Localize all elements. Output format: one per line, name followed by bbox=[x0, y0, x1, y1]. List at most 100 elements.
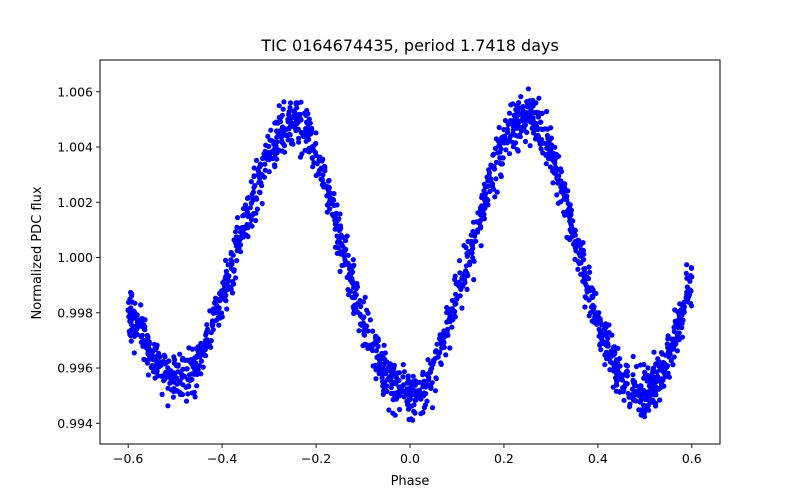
data-point bbox=[630, 353, 636, 360]
data-point bbox=[433, 375, 439, 381]
data-point bbox=[135, 324, 141, 330]
data-point bbox=[248, 179, 254, 185]
data-point bbox=[261, 174, 267, 180]
data-point bbox=[522, 138, 529, 145]
data-point bbox=[275, 129, 282, 135]
data-point bbox=[410, 417, 416, 423]
data-point bbox=[128, 318, 134, 324]
data-point bbox=[638, 387, 645, 393]
data-point bbox=[611, 351, 617, 357]
data-point bbox=[274, 119, 280, 126]
data-point bbox=[439, 345, 445, 351]
data-point bbox=[180, 366, 186, 372]
data-point bbox=[319, 177, 325, 183]
data-point bbox=[219, 295, 225, 301]
data-point bbox=[360, 321, 366, 327]
data-point bbox=[524, 129, 530, 135]
data-point bbox=[248, 217, 255, 223]
data-point bbox=[177, 391, 183, 397]
data-point bbox=[240, 213, 246, 219]
data-point bbox=[435, 354, 441, 360]
data-point bbox=[306, 120, 312, 126]
data-point bbox=[360, 299, 366, 305]
data-point bbox=[400, 374, 406, 380]
data-point bbox=[324, 209, 330, 215]
y-axis-label: Normalized PDC flux bbox=[30, 186, 45, 319]
data-point bbox=[500, 134, 506, 140]
data-point bbox=[247, 205, 253, 211]
data-point bbox=[228, 266, 235, 272]
data-point bbox=[316, 167, 323, 173]
data-point bbox=[384, 359, 390, 365]
data-point bbox=[266, 149, 272, 156]
data-point bbox=[138, 302, 144, 308]
data-point bbox=[304, 130, 310, 136]
data-point bbox=[517, 124, 523, 130]
data-point bbox=[624, 369, 631, 375]
data-point bbox=[128, 338, 134, 344]
data-point bbox=[456, 283, 462, 289]
data-point bbox=[630, 372, 636, 378]
data-point bbox=[218, 310, 224, 316]
data-point bbox=[503, 147, 509, 153]
data-point bbox=[677, 301, 683, 307]
data-point bbox=[683, 298, 690, 304]
data-point bbox=[507, 133, 513, 140]
data-point bbox=[438, 361, 444, 367]
data-point bbox=[538, 146, 544, 152]
data-point bbox=[294, 118, 300, 124]
data-point bbox=[326, 177, 332, 184]
data-point bbox=[509, 139, 516, 145]
data-point bbox=[665, 336, 671, 342]
data-point bbox=[596, 310, 602, 316]
data-point bbox=[203, 337, 209, 343]
data-point bbox=[234, 258, 240, 264]
data-point bbox=[381, 385, 388, 391]
data-point bbox=[171, 360, 177, 366]
data-point bbox=[506, 151, 513, 157]
data-point bbox=[658, 381, 665, 387]
data-point bbox=[331, 191, 337, 197]
data-point bbox=[494, 189, 500, 195]
data-point bbox=[330, 213, 336, 219]
data-point bbox=[134, 316, 140, 322]
data-point bbox=[296, 111, 302, 118]
data-point bbox=[337, 211, 343, 217]
data-point bbox=[563, 210, 569, 216]
data-point bbox=[351, 310, 357, 316]
data-point bbox=[603, 324, 609, 330]
data-point bbox=[381, 366, 387, 372]
data-point bbox=[251, 184, 257, 191]
data-point bbox=[513, 116, 520, 122]
data-point bbox=[204, 322, 210, 328]
data-point bbox=[662, 352, 669, 358]
data-point bbox=[656, 386, 662, 392]
data-point bbox=[459, 305, 465, 311]
data-point bbox=[261, 155, 267, 161]
data-point bbox=[240, 206, 246, 212]
data-point bbox=[529, 125, 535, 131]
data-point bbox=[207, 308, 213, 314]
data-point bbox=[555, 200, 561, 206]
data-point bbox=[492, 194, 498, 200]
data-point bbox=[188, 357, 194, 363]
data-point bbox=[486, 167, 492, 173]
data-point bbox=[420, 409, 426, 416]
data-point bbox=[254, 206, 260, 212]
data-point bbox=[525, 86, 532, 92]
data-point bbox=[142, 317, 148, 323]
data-point bbox=[641, 361, 647, 368]
data-point bbox=[645, 365, 651, 371]
data-point bbox=[177, 351, 183, 357]
data-point bbox=[229, 290, 236, 296]
data-point bbox=[679, 334, 686, 340]
x-tick-label: 0.0 bbox=[400, 451, 420, 466]
data-point bbox=[589, 293, 595, 299]
data-point bbox=[554, 192, 560, 198]
data-point bbox=[223, 276, 229, 282]
data-point bbox=[287, 105, 293, 111]
data-point bbox=[594, 321, 600, 327]
data-point bbox=[546, 156, 552, 162]
data-point bbox=[520, 115, 526, 121]
data-point bbox=[373, 348, 379, 354]
